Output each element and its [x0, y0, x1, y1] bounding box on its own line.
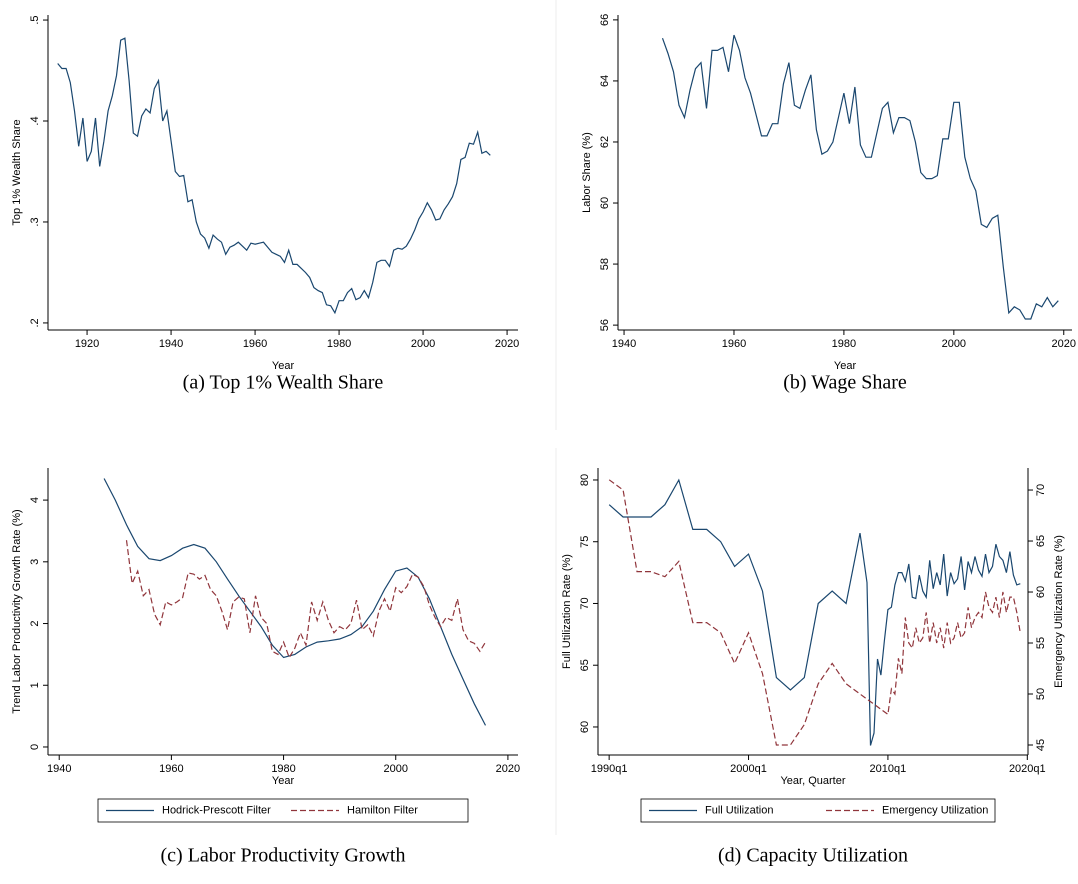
data-line — [608, 478, 1021, 746]
y2-axis-title: Emergency Utilization Rate (%) — [1053, 535, 1065, 688]
y-tick-label: 80 — [579, 474, 591, 486]
x-tick-label: 1940 — [159, 338, 183, 350]
x-tick-label: 1940 — [47, 763, 71, 775]
x-axis-title: Year — [272, 775, 295, 787]
y-tick-label: 65 — [579, 659, 591, 671]
x-axis-title: Year, Quarter — [780, 775, 845, 787]
legend-label: Hamilton Filter — [347, 804, 418, 816]
panel-caption: (c) Labor Productivity Growth — [161, 845, 406, 867]
x-tick-label: 2000 — [411, 338, 435, 350]
y-axis-title: Top 1% Wealth Share — [11, 119, 23, 225]
legend-label: Emergency Utilization — [882, 804, 988, 816]
y-tick-label: 2 — [29, 620, 41, 626]
x-tick-label: 2020 — [1052, 338, 1076, 350]
y-tick-label: 62 — [599, 136, 611, 148]
y-tick-label: 4 — [29, 497, 41, 503]
x-tick-label: 1960 — [722, 338, 746, 350]
y2-tick-label: 55 — [1035, 637, 1047, 649]
y-tick-label: 60 — [579, 721, 591, 733]
y-tick-label: 3 — [29, 559, 41, 565]
legend-label: Full Utilization — [705, 804, 773, 816]
y-axis-title: Full Utilization Rate (%) — [561, 554, 573, 669]
data-line — [661, 34, 1059, 320]
panel-caption: (d) Capacity Utilization — [718, 845, 908, 867]
y-tick-label: 64 — [599, 75, 611, 87]
x-axis-title: Year — [834, 360, 857, 372]
y-tick-label: .4 — [29, 116, 41, 125]
x-tick-label: 1920 — [75, 338, 99, 350]
y-tick-label: 1 — [29, 682, 41, 688]
y2-tick-label: 45 — [1035, 739, 1047, 751]
data-line — [125, 540, 487, 659]
x-tick-label: 1980 — [271, 763, 295, 775]
legend-box — [97, 798, 469, 823]
x-tick-label: 2000q1 — [730, 763, 767, 775]
data-line — [57, 37, 491, 315]
y-tick-label: .2 — [29, 318, 41, 327]
data-line — [608, 479, 1021, 746]
x-tick-label: 2000 — [383, 763, 407, 775]
y-tick-label: 70 — [579, 597, 591, 609]
panel-caption: (b) Wage Share — [783, 372, 907, 394]
legend-box — [640, 798, 996, 823]
x-tick-label: 1940 — [612, 338, 636, 350]
y-tick-label: .3 — [29, 217, 41, 226]
y-tick-label: 56 — [599, 319, 611, 331]
y2-tick-label: 65 — [1035, 535, 1047, 547]
y2-tick-label: 70 — [1035, 484, 1047, 496]
x-tick-label: 2000 — [942, 338, 966, 350]
y-axis-title: Trend Labor Productivity Growth Rate (%) — [11, 509, 23, 713]
x-tick-label: 1960 — [243, 338, 267, 350]
panel-caption: (a) Top 1% Wealth Share — [183, 372, 384, 394]
y-tick-label: .5 — [29, 15, 41, 24]
y-tick-label: 0 — [29, 744, 41, 750]
y-tick-label: 60 — [599, 197, 611, 209]
x-tick-label: 2020 — [496, 763, 520, 775]
y-tick-label: 66 — [599, 14, 611, 26]
y-axis-title: Labor Share (%) — [581, 132, 593, 213]
x-tick-label: 2020q1 — [1009, 763, 1046, 775]
legend-label: Hodrick-Prescott Filter — [162, 804, 271, 816]
x-tick-label: 1980 — [327, 338, 351, 350]
y2-tick-label: 60 — [1035, 586, 1047, 598]
x-tick-label: 1980 — [832, 338, 856, 350]
y2-tick-label: 50 — [1035, 688, 1047, 700]
y-tick-label: 75 — [579, 536, 591, 548]
x-axis-title: Year — [272, 360, 295, 372]
y-tick-label: 58 — [599, 258, 611, 270]
x-tick-label: 1990q1 — [591, 763, 628, 775]
x-tick-label: 2020 — [495, 338, 519, 350]
x-tick-label: 1960 — [159, 763, 183, 775]
x-tick-label: 2010q1 — [870, 763, 907, 775]
